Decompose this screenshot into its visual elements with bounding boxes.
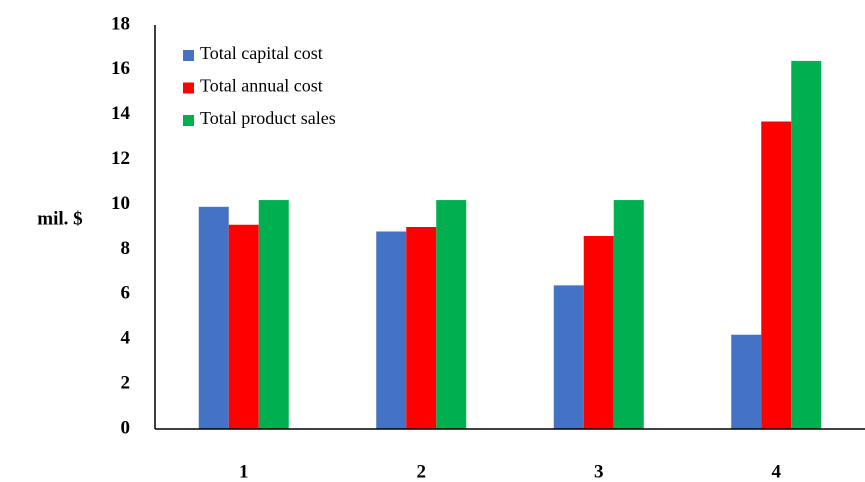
x-tick-label: 4: [772, 461, 782, 482]
legend-label: Total product sales: [200, 108, 336, 128]
x-tick-label: 1: [239, 461, 249, 482]
bar: [613, 200, 644, 429]
legend-label: Total capital cost: [200, 43, 323, 63]
bar: [376, 231, 407, 429]
legend-swatch: [183, 82, 194, 94]
y-tick-label: 8: [121, 238, 131, 259]
legend-swatch: [183, 115, 194, 126]
y-tick-label: 2: [121, 372, 131, 393]
y-tick-label: 16: [111, 58, 130, 79]
bar: [761, 121, 792, 429]
y-tick-label: 4: [121, 328, 131, 349]
bar: [731, 334, 762, 429]
bar: [406, 227, 437, 429]
bar: [553, 285, 584, 429]
y-tick-label: 14: [111, 103, 131, 124]
y-tick-label: 12: [111, 148, 130, 169]
bar: [198, 206, 229, 429]
bar: [436, 200, 467, 429]
bar: [791, 60, 822, 430]
y-tick-label: 18: [111, 13, 130, 34]
x-tick-label: 2: [417, 461, 427, 482]
bar: [258, 200, 289, 429]
legend-label: Total annual cost: [200, 76, 323, 96]
bar: [228, 224, 259, 429]
y-tick-label: 0: [121, 417, 131, 438]
y-axis-label: mil. $: [37, 208, 82, 229]
x-tick-label: 3: [594, 461, 604, 482]
y-tick-label: 10: [111, 193, 130, 214]
legend-swatch: [183, 50, 194, 61]
bar: [583, 235, 614, 429]
y-tick-label: 6: [121, 283, 131, 304]
